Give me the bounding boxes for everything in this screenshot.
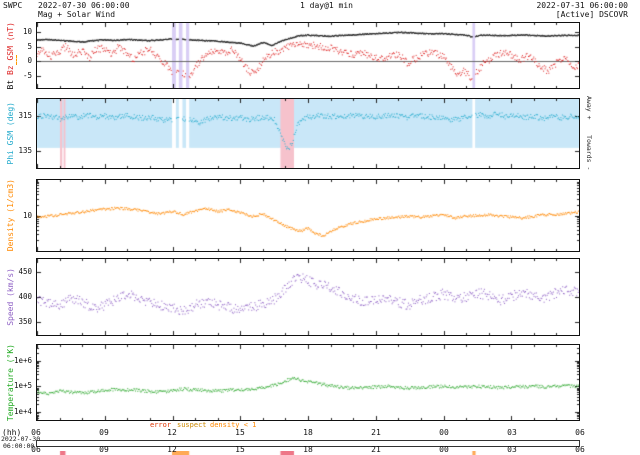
bt-bz-plot-canvas	[37, 23, 579, 88]
temperature-axis-label: Temperature (°K)	[5, 343, 15, 422]
legend-density: density < 1	[210, 421, 257, 429]
app-name: SWPC	[3, 1, 23, 10]
bt-bz-ytick-label: 10	[22, 26, 32, 36]
xtick-hour: 15	[235, 428, 245, 437]
speed-ytick-label: 350	[18, 317, 32, 327]
xtick-hour: 09	[99, 428, 109, 437]
xtick-hour: 12	[167, 428, 177, 437]
temperature-ytick-label: 1e+6	[13, 355, 32, 365]
panel-density	[36, 179, 580, 252]
cadence-label: 1 day@1 min	[300, 1, 353, 10]
phi-ytick-label: 315	[18, 111, 32, 121]
phi-plot-canvas	[37, 99, 579, 168]
xtick-hour: 21	[371, 428, 381, 437]
temperature-ytick-label: 1e+4	[13, 407, 32, 417]
legend-suspect: suspect	[177, 421, 207, 429]
xtick-hour-secondary: 06	[31, 445, 41, 454]
density-axis-label: Density (1/cm3)	[5, 179, 15, 252]
xtick-hour-secondary: 06	[575, 445, 585, 454]
bottom-date-line1: 2022-07-30	[1, 435, 41, 443]
speed-ytick-label: 400	[18, 292, 32, 301]
temperature-ytick-label: 1e+5	[13, 381, 32, 391]
phi-sector-label: Away + Towards -	[585, 96, 593, 171]
xtick-hour: 03	[507, 428, 517, 437]
speed-axis-label: Speed (km/s)	[5, 268, 15, 326]
panel-temperature	[36, 344, 580, 421]
density-plot-canvas	[37, 180, 579, 251]
end-datetime: 2022-07-31 06:00:00	[536, 1, 628, 10]
bt-bz-ytick-label: 0	[27, 56, 32, 66]
xtick-hour: 06	[31, 428, 41, 437]
panel-bt-bz	[36, 22, 580, 89]
xtick-hour-secondary: 18	[303, 445, 313, 454]
strip-canvas	[37, 451, 579, 455]
xtick-hour-secondary: 03	[507, 445, 517, 454]
secondary-timeline-strip	[36, 440, 580, 455]
xtick-hour-secondary: 00	[439, 445, 449, 454]
speed-plot-canvas	[37, 259, 579, 335]
plot-title: Mag + Solar Wind	[38, 10, 116, 19]
density-ytick-label: 10	[22, 210, 32, 220]
source-status-badge: [Active] DSCOVR	[555, 10, 628, 19]
bz-dash-indicator	[16, 55, 17, 65]
panel-speed	[36, 258, 580, 336]
xtick-hour: 00	[439, 428, 449, 437]
xtick-hour-secondary: 09	[99, 445, 109, 454]
temperature-plot-canvas	[37, 345, 579, 420]
bt-bz-ytick-label: 5	[27, 41, 32, 51]
xtick-hour-secondary: 21	[371, 445, 381, 454]
panel-phi	[36, 98, 580, 169]
bt-bz-ytick-label: -5	[22, 71, 32, 81]
bt-bz-axis-label: Bt Bz GSM (nT)	[5, 21, 15, 90]
xtick-hour-secondary: 12	[167, 445, 177, 454]
xtick-hour: 06	[575, 428, 585, 437]
xtick-hour: 18	[303, 428, 313, 437]
bottom-date-line2: 06:00:00	[3, 442, 35, 450]
xtick-hour-secondary: 15	[235, 445, 245, 454]
x-axis-unit-label: (hh)	[2, 428, 22, 437]
start-datetime: 2022-07-30 06:00:00	[38, 1, 130, 10]
speed-ytick-label: 450	[18, 266, 32, 276]
legend-error: error	[150, 421, 172, 429]
phi-ytick-label: 135	[18, 145, 32, 155]
phi-axis-label: Phi GSM (deg)	[5, 102, 15, 165]
